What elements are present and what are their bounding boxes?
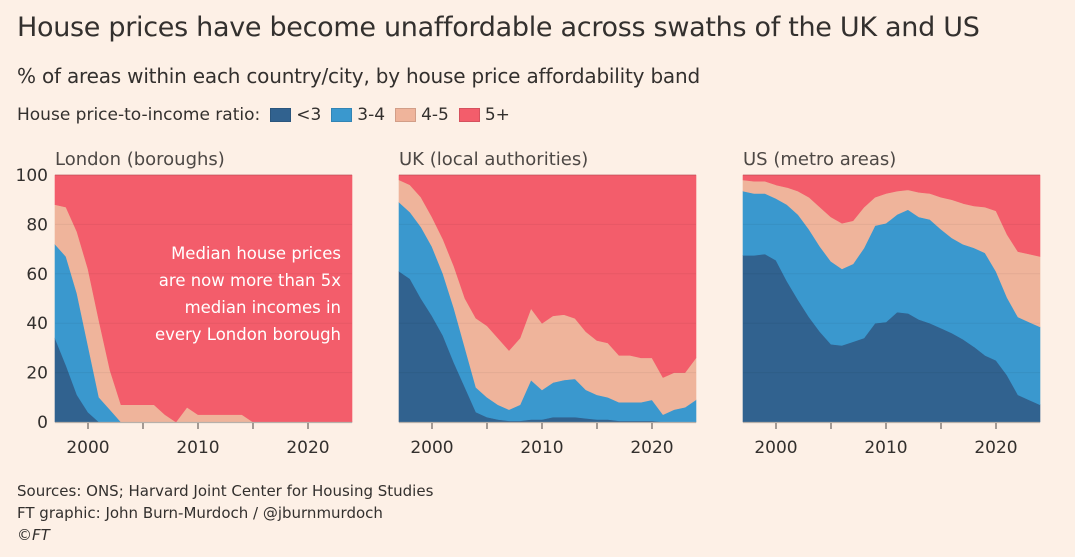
panel-title: US (metro areas) — [743, 149, 896, 170]
annotation-line: median incomes in — [185, 298, 341, 317]
chart-subtitle: % of areas within each country/city, by … — [17, 64, 700, 88]
x-tick-label: 2000 — [754, 438, 797, 458]
legend-item-label: 5+ — [484, 105, 510, 125]
legend-swatch-5-plus — [458, 108, 480, 122]
panel-uk-local-authorities: UK (local authorities) 2000 2010 2020 — [398, 149, 697, 458]
annotation-line: Median house prices — [171, 244, 341, 263]
legend-item-5-plus: 5+ — [458, 105, 510, 125]
legend-label: House price-to-income ratio: — [17, 105, 261, 125]
y-tick-label: 40 — [26, 314, 48, 334]
x-tick-label: 2010 — [864, 438, 907, 458]
x-tick-label: 2020 — [630, 438, 673, 458]
legend-item-label: 4-5 — [421, 105, 449, 125]
annotation-line: are now more than 5x — [159, 271, 341, 290]
copyright: ©FT — [17, 526, 50, 544]
legend-swatch-under-3 — [270, 108, 292, 122]
legend: House price-to-income ratio: <3 3-4 4-5 … — [17, 105, 510, 125]
chart-title: House prices have become unaffordable ac… — [17, 12, 980, 43]
sources-note: Sources: ONS; Harvard Joint Center for H… — [17, 482, 434, 500]
legend-item-3-4: 3-4 — [331, 105, 385, 125]
panel-london-boroughs: London (boroughs) 2000 2010 2020 0 20 40 60 80 10… — [16, 149, 353, 458]
y-tick-label: 0 — [37, 413, 48, 433]
x-tick-label: 2020 — [974, 438, 1017, 458]
panel-us-metro-areas: US (metro areas) 2000 2010 2020 — [742, 149, 1041, 458]
legend-item-4-5: 4-5 — [395, 105, 449, 125]
legend-item-label: 3-4 — [357, 105, 386, 125]
x-tick-label: 2000 — [410, 438, 453, 458]
x-tick-label: 2000 — [66, 438, 109, 458]
footer: Sources: ONS; Harvard Joint Center for H… — [17, 480, 433, 546]
panel-title: UK (local authorities) — [399, 149, 588, 170]
x-tick-label: 2010 — [520, 438, 563, 458]
y-tick-label: 80 — [26, 215, 48, 235]
area-band-5-plus — [742, 174, 1041, 257]
y-tick-label: 100 — [16, 166, 48, 186]
x-tick-label: 2020 — [286, 438, 329, 458]
area-band-5-plus — [398, 174, 697, 378]
y-tick-label: 60 — [26, 265, 48, 285]
small-multiples-chart: London (boroughs) 2000 2010 2020 0 20 40 60 80 10… — [16, 149, 1041, 458]
x-tick-label: 2010 — [176, 438, 219, 458]
graphic-credit: FT graphic: John Burn-Murdoch / @jburnmu… — [17, 504, 383, 522]
legend-item-label: <3 — [296, 105, 322, 125]
panel-title: London (boroughs) — [55, 149, 225, 170]
legend-swatch-3-4 — [331, 108, 353, 122]
y-tick-label: 20 — [26, 364, 48, 384]
legend-item-under-3: <3 — [270, 105, 321, 125]
annotation-line: every London borough — [155, 325, 341, 344]
legend-swatch-4-5 — [395, 108, 417, 122]
